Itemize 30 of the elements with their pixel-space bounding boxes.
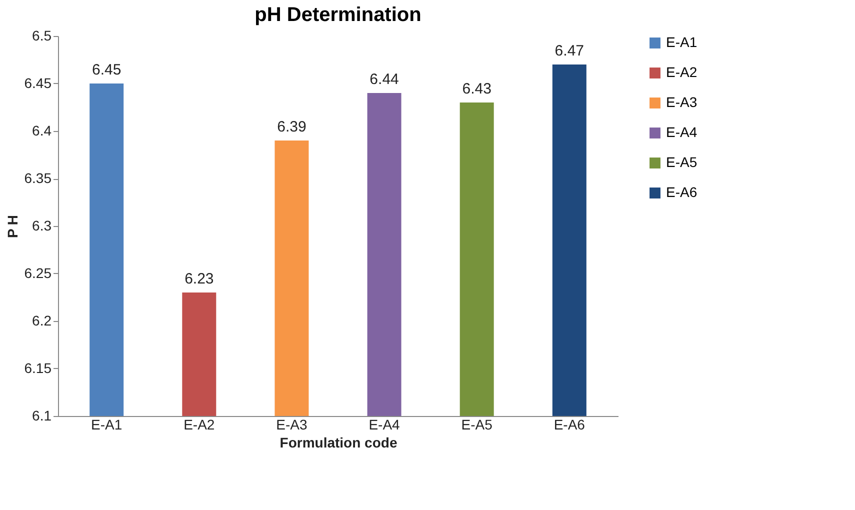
legend-label: E-A5: [666, 154, 698, 170]
chart-title: pH Determination: [254, 4, 422, 26]
y-tick-label: 6.15: [24, 360, 52, 376]
x-tick-label: E-A1: [91, 416, 122, 432]
y-tick-label: 6.2: [32, 312, 52, 328]
x-tick-label: E-A4: [368, 416, 400, 432]
legend-label: E-A3: [666, 94, 698, 110]
x-tick-label: E-A2: [184, 416, 215, 432]
y-tick-label: 6.35: [24, 170, 52, 186]
x-axis-title: Formulation code: [280, 434, 398, 450]
y-tick-label: 6.5: [32, 28, 52, 44]
data-label: 6.45: [92, 62, 122, 78]
legend-label: E-A2: [666, 64, 698, 80]
y-tick-label: 6.4: [32, 122, 52, 138]
x-tick-label: E-A6: [554, 416, 586, 432]
y-tick-label: 6.1: [32, 408, 52, 424]
data-label: 6.39: [277, 118, 306, 136]
y-tick-label: 6.45: [24, 75, 52, 91]
data-label: 6.44: [370, 71, 399, 88]
legend-label: E-A6: [666, 184, 698, 200]
x-tick-label: E-A3: [276, 416, 308, 432]
data-label: 6.23: [184, 270, 214, 288]
y-tick-label: 6.25: [24, 265, 52, 281]
data-label: 6.47: [554, 42, 584, 60]
data-label: 6.43: [462, 80, 492, 98]
legend-label: E-A4: [666, 124, 698, 140]
y-axis-title: P H: [4, 214, 20, 238]
legend-label: E-A1: [666, 34, 698, 50]
y-tick-label: 6.3: [32, 218, 52, 234]
x-tick-label: E-A5: [461, 416, 493, 432]
